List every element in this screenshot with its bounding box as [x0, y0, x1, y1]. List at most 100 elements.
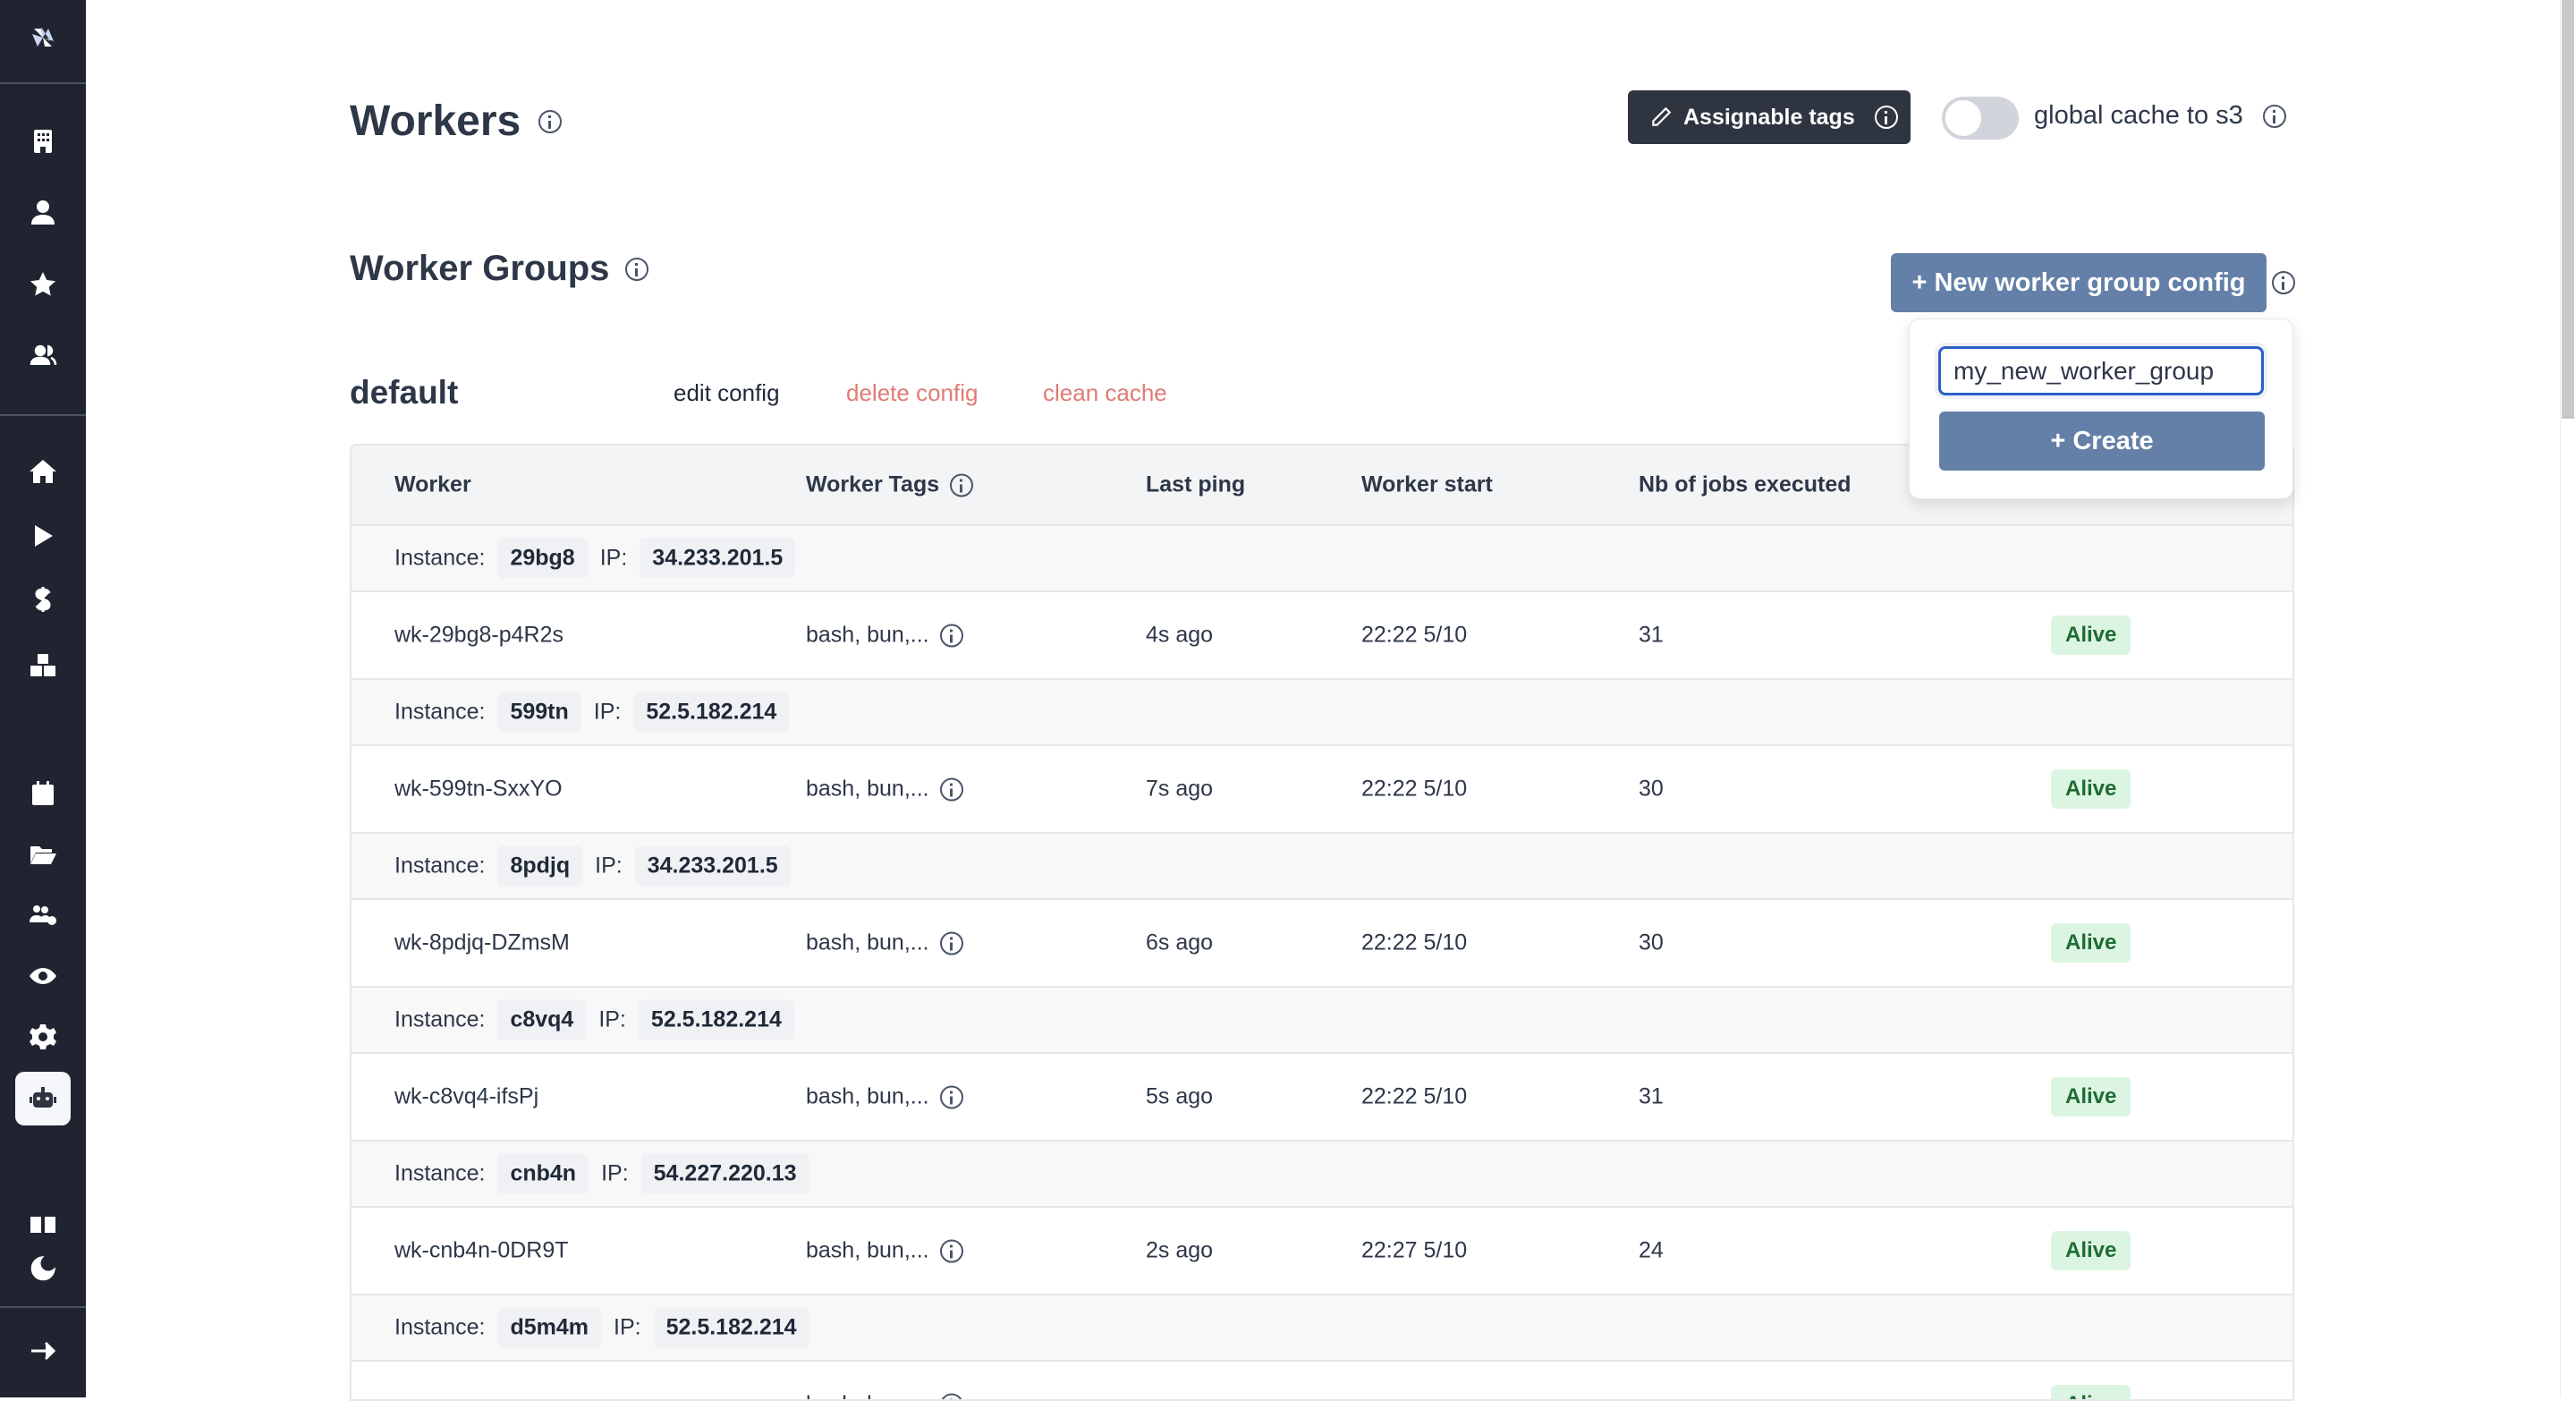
table-row: wk-29bg8-p4R2s bash, bun,... 4s ago 22:2…	[352, 592, 2292, 680]
ip-label: IP:	[595, 853, 623, 879]
info-icon[interactable]	[940, 777, 963, 801]
assignable-tags-label: Assignable tags	[1683, 105, 1855, 131]
global-cache-toggle[interactable]	[1942, 97, 2019, 140]
page-header: Workers	[350, 97, 562, 146]
status-badge: Alive	[2051, 1385, 2131, 1401]
worker-name: wk-8pdjq-DZmsM	[394, 930, 570, 956]
user-icon[interactable]	[0, 192, 86, 232]
page-title: Workers	[350, 97, 521, 146]
info-icon[interactable]	[950, 473, 973, 497]
section-title: Worker Groups	[350, 249, 609, 289]
ip-label: IP:	[614, 1315, 641, 1341]
delete-config-link[interactable]: delete config	[846, 379, 978, 407]
info-icon[interactable]	[625, 258, 648, 281]
play-icon[interactable]	[0, 516, 86, 556]
users-cog-icon[interactable]	[0, 896, 86, 935]
moon-icon[interactable]	[0, 1249, 86, 1288]
pencil-icon	[1649, 106, 1673, 129]
star-icon[interactable]	[0, 265, 86, 304]
last-ping: 5s ago	[1146, 1084, 1213, 1110]
worker-start: 22:22 5/10	[1361, 930, 1467, 956]
info-icon[interactable]	[940, 1239, 963, 1262]
worker-tags: bash, bun,...	[806, 1238, 963, 1264]
instance-row: Instance: 599tn IP: 52.5.182.214	[352, 680, 2292, 746]
jobs-count: 24	[1639, 1238, 1664, 1264]
info-icon[interactable]	[940, 1085, 963, 1108]
tags-text: bash, bun,...	[806, 930, 929, 956]
home-icon[interactable]	[0, 452, 86, 491]
worker-tags: bash, bun,...	[806, 930, 963, 956]
worker-tags: bash, bun,...	[806, 777, 963, 802]
header-worker: Worker	[394, 472, 471, 498]
info-icon[interactable]	[538, 110, 562, 133]
clean-cache-link[interactable]: clean cache	[1043, 379, 1167, 407]
tags-text: bash, bun,...	[806, 777, 929, 802]
info-icon[interactable]	[940, 931, 963, 955]
instance-row: Instance: 8pdjq IP: 34.233.201.5	[352, 834, 2292, 900]
workers-table: Worker Worker Tags Last ping Worker star…	[350, 444, 2294, 1401]
instance-row: Instance: cnb4n IP: 54.227.220.13	[352, 1142, 2292, 1208]
ip-label: IP:	[601, 1161, 629, 1187]
worker-group-name-input[interactable]	[1938, 346, 2264, 395]
status-badge: Alive	[2051, 1231, 2131, 1270]
instance-info: Instance: d5m4m IP: 52.5.182.214	[394, 1308, 809, 1348]
instance-id: 599tn	[497, 692, 580, 733]
info-icon[interactable]	[2263, 105, 2286, 128]
edit-config-link[interactable]: edit config	[674, 379, 780, 407]
scrollbar-thumb[interactable]	[2562, 0, 2574, 419]
users-icon[interactable]	[0, 335, 86, 375]
worker-tags: bash, bun,...	[806, 1392, 963, 1401]
boxes-icon[interactable]	[0, 646, 86, 685]
jobs-count: 30	[1639, 777, 1664, 802]
worker-start: 22:27 5/10	[1361, 1238, 1467, 1264]
status-badge: Alive	[2051, 1077, 2131, 1117]
divider	[0, 414, 86, 416]
tags-text: bash, bun,...	[806, 1392, 929, 1401]
instance-id: d5m4m	[497, 1308, 601, 1348]
arrow-right-icon[interactable]	[0, 1331, 86, 1371]
table-row: bash, bun,... Alive	[352, 1362, 2292, 1401]
create-button[interactable]: + Create	[1939, 412, 2265, 471]
worker-name: wk-c8vq4-ifsPj	[394, 1084, 538, 1110]
divider	[0, 1306, 86, 1308]
ip-label: IP:	[594, 700, 622, 726]
instance-label: Instance:	[394, 1007, 485, 1033]
instance-id: 8pdjq	[497, 846, 582, 887]
ip-label: IP:	[598, 1007, 626, 1033]
dollar-icon[interactable]	[0, 580, 86, 619]
folder-open-icon[interactable]	[0, 835, 86, 874]
header-worker-tags: Worker Tags	[806, 472, 973, 498]
calendar-icon[interactable]	[0, 774, 86, 813]
table-row: wk-599tn-SxxYO bash, bun,... 7s ago 22:2…	[352, 746, 2292, 834]
eye-icon[interactable]	[0, 956, 86, 996]
table-row: wk-c8vq4-ifsPj bash, bun,... 5s ago 22:2…	[352, 1054, 2292, 1142]
worker-start: 22:22 5/10	[1361, 777, 1467, 802]
header-jobs: Nb of jobs executed	[1639, 472, 1852, 498]
info-icon[interactable]	[2272, 271, 2295, 294]
tags-text: bash, bun,...	[806, 1238, 929, 1264]
new-worker-group-button[interactable]: + New worker group config	[1891, 253, 2267, 312]
status-badge: Alive	[2051, 616, 2131, 655]
instance-info: Instance: 29bg8 IP: 34.233.201.5	[394, 539, 795, 579]
instance-info: Instance: c8vq4 IP: 52.5.182.214	[394, 1000, 794, 1040]
last-ping: 4s ago	[1146, 623, 1213, 649]
worker-start: 22:22 5/10	[1361, 623, 1467, 649]
instance-info: Instance: 8pdjq IP: 34.233.201.5	[394, 846, 791, 887]
gear-icon[interactable]	[0, 1017, 86, 1057]
ip-address: 52.5.182.214	[654, 1308, 809, 1348]
info-icon[interactable]	[1875, 106, 1898, 129]
building-icon[interactable]	[0, 122, 86, 161]
book-open-icon[interactable]	[0, 1205, 86, 1244]
assignable-tags-button[interactable]: Assignable tags	[1628, 90, 1911, 144]
bot-icon[interactable]	[15, 1072, 71, 1125]
worker-start: 22:22 5/10	[1361, 1084, 1467, 1110]
windmill-logo[interactable]	[0, 18, 86, 57]
ip-address: 54.227.220.13	[641, 1154, 809, 1194]
tags-text: bash, bun,...	[806, 1084, 929, 1110]
group-name: default	[350, 374, 458, 412]
instance-label: Instance:	[394, 546, 485, 572]
instance-id: c8vq4	[497, 1000, 586, 1040]
instance-info: Instance: 599tn IP: 52.5.182.214	[394, 692, 789, 733]
tags-text: bash, bun,...	[806, 623, 929, 649]
info-icon[interactable]	[940, 624, 963, 647]
